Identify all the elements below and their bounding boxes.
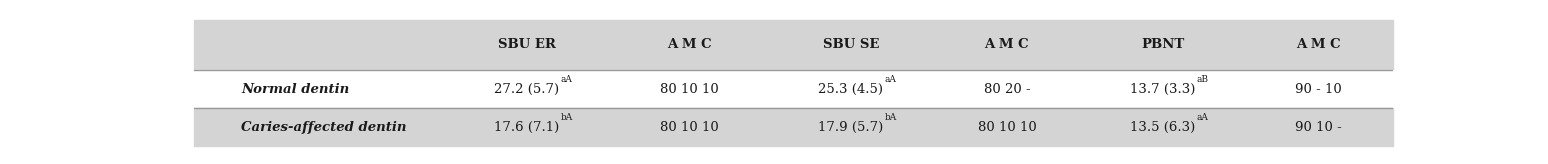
Text: 90 10 -: 90 10 - (1296, 121, 1342, 133)
Text: 27.2 (5.7): 27.2 (5.7) (494, 83, 559, 96)
Text: 80 10 10: 80 10 10 (659, 83, 718, 96)
Text: A M C: A M C (1297, 38, 1341, 51)
Text: 80 10 10: 80 10 10 (659, 121, 718, 133)
Text: bA: bA (560, 113, 573, 122)
Text: aB: aB (1197, 75, 1209, 84)
Text: PBNT: PBNT (1141, 38, 1184, 51)
Text: A M C: A M C (985, 38, 1029, 51)
Text: aA: aA (1197, 113, 1209, 122)
Text: aA: aA (560, 75, 573, 84)
Text: bA: bA (885, 113, 896, 122)
Text: SBU ER: SBU ER (498, 38, 556, 51)
Text: 80 20 -: 80 20 - (983, 83, 1031, 96)
Text: 90 - 10: 90 - 10 (1296, 83, 1342, 96)
Text: aA: aA (884, 75, 896, 84)
Text: Caries-affected dentin: Caries-affected dentin (241, 121, 407, 133)
Text: Normal dentin: Normal dentin (241, 83, 350, 96)
Text: 17.6 (7.1): 17.6 (7.1) (494, 121, 560, 133)
Text: 17.9 (5.7): 17.9 (5.7) (819, 121, 884, 133)
Bar (194, 108, 1393, 146)
Text: 80 10 10: 80 10 10 (977, 121, 1036, 133)
Text: 25.3 (4.5): 25.3 (4.5) (819, 83, 884, 96)
Bar (194, 20, 1393, 70)
Bar (194, 70, 1393, 108)
Text: 13.7 (3.3): 13.7 (3.3) (1130, 83, 1195, 96)
Text: SBU SE: SBU SE (822, 38, 879, 51)
Text: 13.5 (6.3): 13.5 (6.3) (1130, 121, 1195, 133)
Text: A M C: A M C (667, 38, 711, 51)
